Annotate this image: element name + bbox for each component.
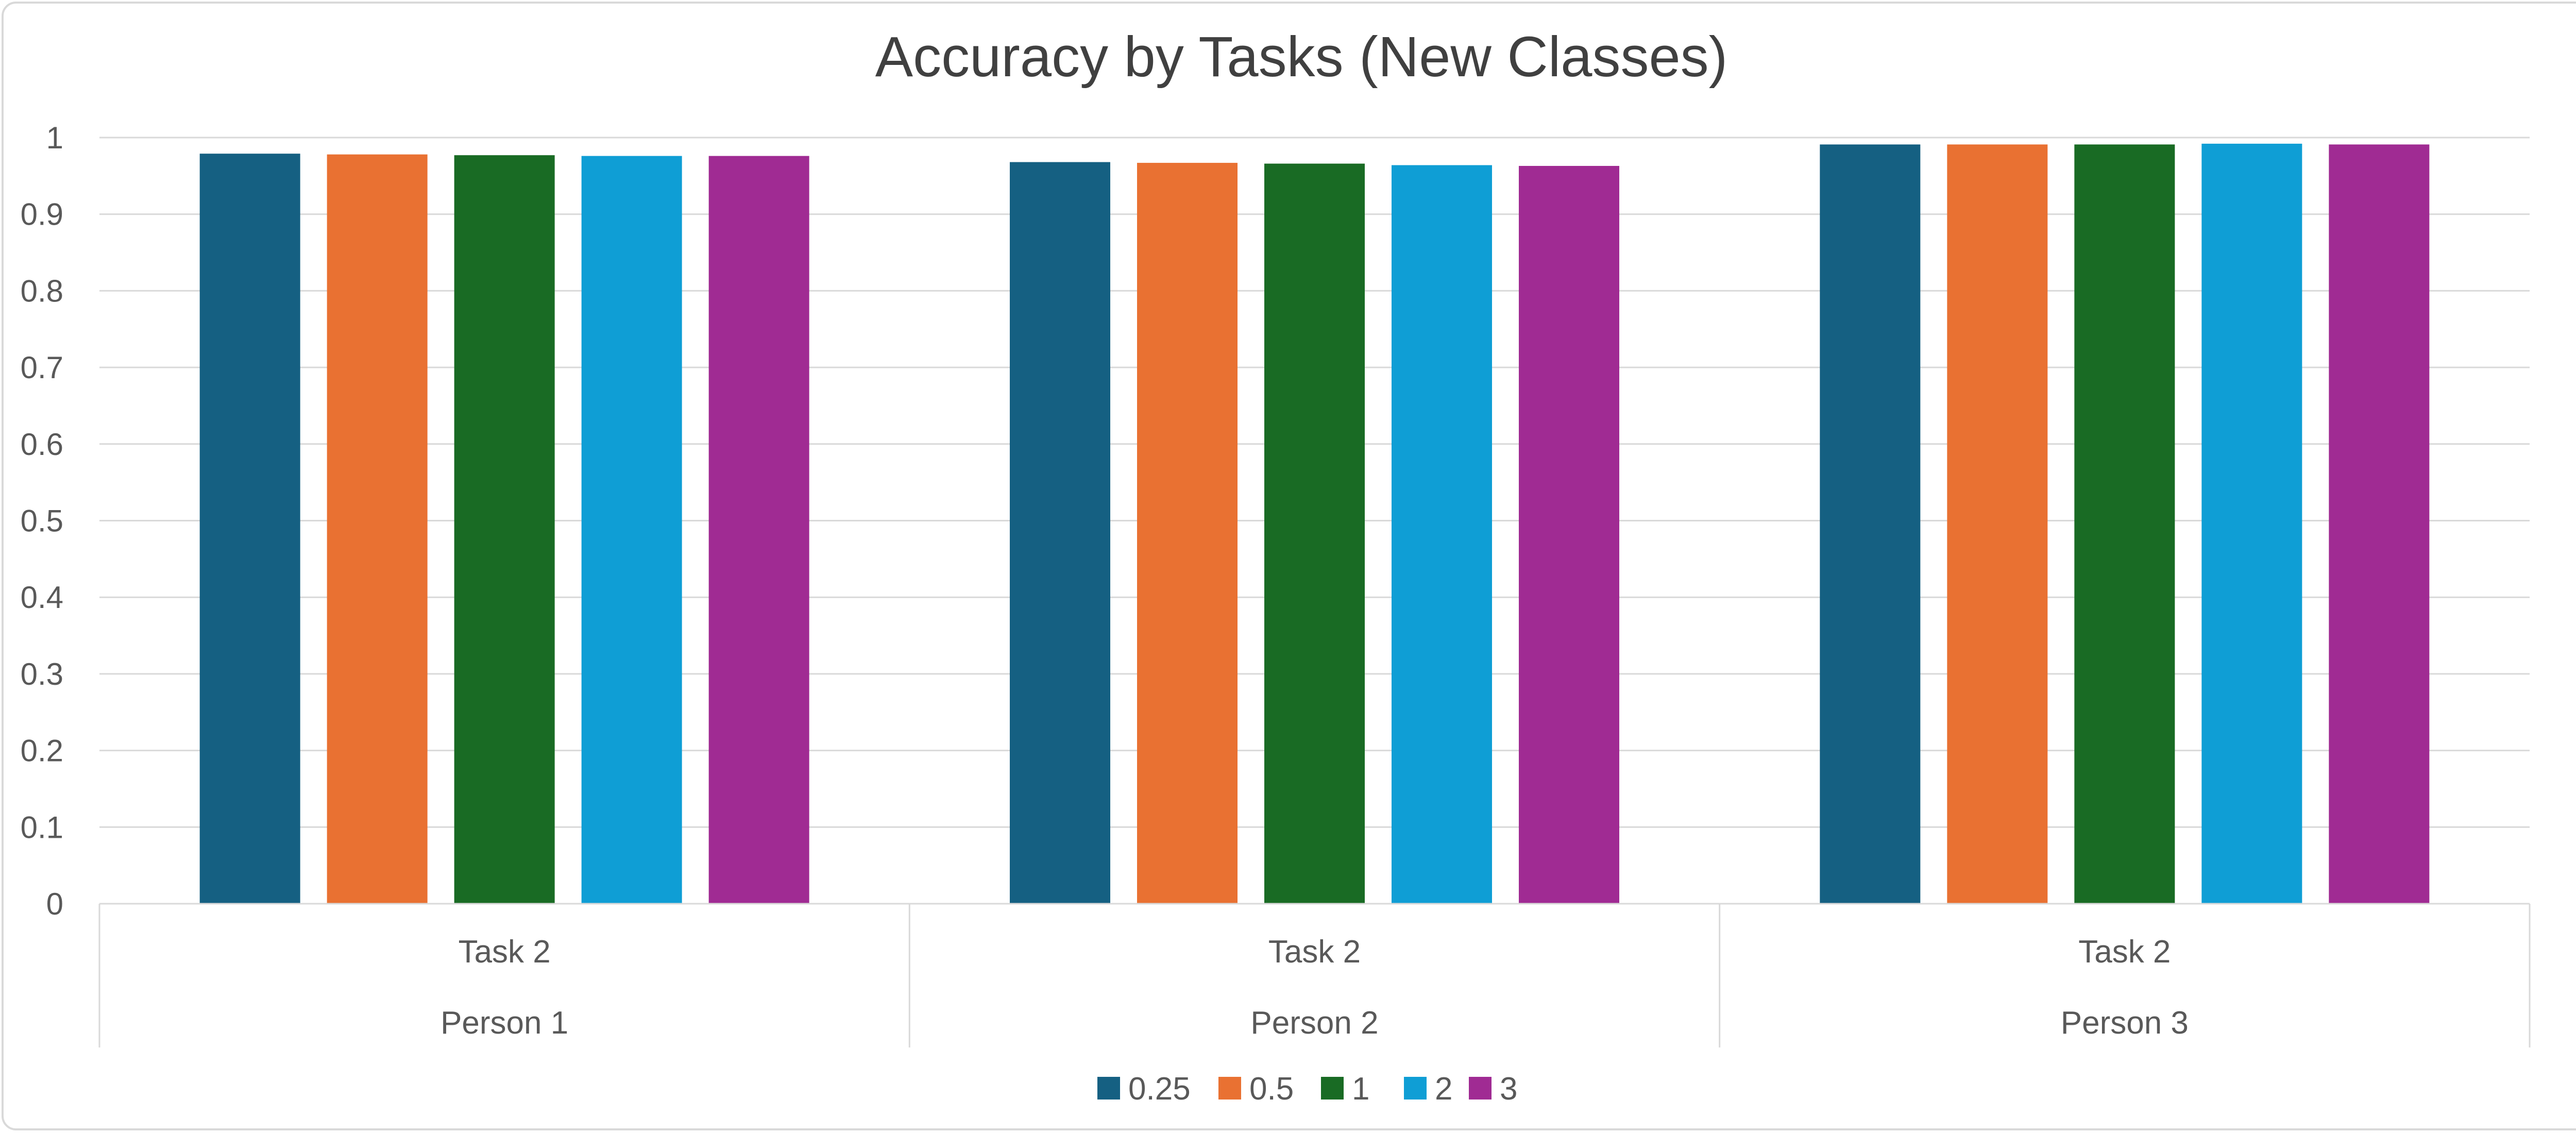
x-group-label: Person 2 — [1250, 1005, 1378, 1041]
chart-title: Accuracy by Tasks (New Classes) — [875, 25, 1728, 89]
bars — [199, 143, 2430, 904]
legend-swatch — [1469, 1077, 1492, 1100]
y-tick-label: 0 — [46, 887, 63, 921]
x-group-label: Person 3 — [2061, 1005, 2189, 1041]
y-tick-label: 0.4 — [21, 580, 63, 615]
bar-person-2-series-1 — [1264, 163, 1365, 904]
bar-person-1-series-1 — [454, 155, 555, 904]
y-tick-label: 0.1 — [21, 810, 63, 844]
y-tick-label: 0.2 — [21, 734, 63, 768]
x-group-label: Person 1 — [440, 1005, 568, 1041]
legend-label: 0.25 — [1128, 1071, 1191, 1107]
x-category-label: Task 2 — [2078, 934, 2171, 970]
legend-label: 1 — [1352, 1071, 1369, 1107]
legend-swatch — [1404, 1077, 1427, 1100]
legend-label: 2 — [1435, 1071, 1452, 1107]
bar-person-2-series-2 — [1392, 165, 1492, 904]
bar-person-3-series-3 — [2329, 144, 2430, 904]
legend: 0.25 0.5 1 2 3 — [1097, 1071, 1517, 1107]
bar-person-3-series-0.25 — [1820, 144, 1921, 904]
bar-person-2-series-0.25 — [1010, 162, 1110, 904]
y-tick-label: 0.3 — [21, 657, 63, 691]
bar-person-1-series-2 — [581, 156, 682, 904]
y-axis-ticks: 0 0.1 0.2 0.3 0.4 0.5 0.6 0.7 0.8 0.9 1 — [21, 121, 63, 921]
legend-label: 3 — [1500, 1071, 1517, 1107]
y-tick-label: 0.9 — [21, 197, 63, 232]
x-axis: Task 2 Person 1 Task 2 Person 2 Task 2 Person… — [98, 903, 2531, 1047]
legend-swatch — [1218, 1077, 1241, 1100]
y-tick-label: 1 — [46, 121, 63, 155]
bar-person-1-series-0.5 — [327, 154, 428, 904]
bar-person-1-series-3 — [708, 156, 809, 904]
legend-swatch — [1097, 1077, 1120, 1100]
bar-person-2-series-3 — [1519, 166, 1619, 904]
y-tick-label: 0.8 — [21, 274, 63, 308]
y-tick-label: 0.7 — [21, 350, 63, 385]
bar-person-1-series-0.25 — [199, 154, 300, 904]
legend-swatch — [1321, 1077, 1344, 1100]
x-category-label: Task 2 — [459, 934, 551, 970]
x-category-label: Task 2 — [1268, 934, 1361, 970]
bar-person-3-series-2 — [2201, 143, 2302, 904]
bar-person-2-series-0.5 — [1137, 163, 1238, 904]
bar-person-3-series-1 — [2074, 144, 2175, 904]
legend-label: 0.5 — [1249, 1071, 1294, 1107]
bar-person-3-series-0.5 — [1947, 144, 2048, 904]
y-tick-label: 0.6 — [21, 427, 63, 462]
y-tick-label: 0.5 — [21, 504, 63, 538]
